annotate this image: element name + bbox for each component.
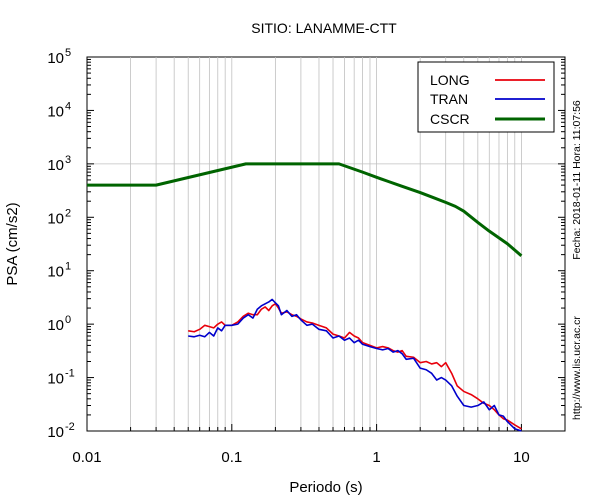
series-line-cscr [87,162,523,257]
y-tick-exponent: 1 [65,261,71,273]
x-tick-label: 0.01 [72,449,101,466]
y-tick-exponent: 4 [65,100,71,112]
y-tick-exponent: -1 [65,368,75,380]
x-axis-label: Periodo (s) [289,479,362,496]
y-tick-label: 10 [47,317,64,334]
y-axis-label: PSA (cm/s2) [4,202,21,285]
y-tick-label: 10 [47,264,64,281]
y-tick-label: 10 [47,103,64,120]
chart-title: SITIO: LANAMME-CTT [251,20,397,36]
series [87,162,523,432]
legend-label-long: LONG [430,72,470,88]
y-tick-exponent: 2 [65,207,71,219]
legend-label-cscr: CSCR [430,111,470,127]
source-url-label: http://www.lis.ucr.ac.cr [571,316,583,420]
y-tick-label: 10 [47,50,64,67]
x-tick-label: 0.1 [221,449,242,466]
y-tick-exponent: 3 [65,154,71,166]
legend: LONG TRAN CSCR [417,61,555,133]
y-tick-label: 10 [47,210,64,227]
y-tick-exponent: -2 [65,421,75,433]
y-tick-label: 10 [47,157,64,174]
y-tick-label: 10 [47,424,64,441]
series-line-tran [188,298,522,432]
legend-label-tran: TRAN [430,91,468,107]
y-tick-exponent: 5 [65,47,71,59]
y-tick-exponent: 0 [65,314,71,326]
y-tick-label: 10 [47,371,64,388]
x-tick-label: 10 [513,449,530,466]
series-line-long [188,303,522,430]
x-tick-label: 1 [372,449,380,466]
timestamp-label: Fecha: 2018-01-11 Hora: 11:07:56 [571,100,583,260]
